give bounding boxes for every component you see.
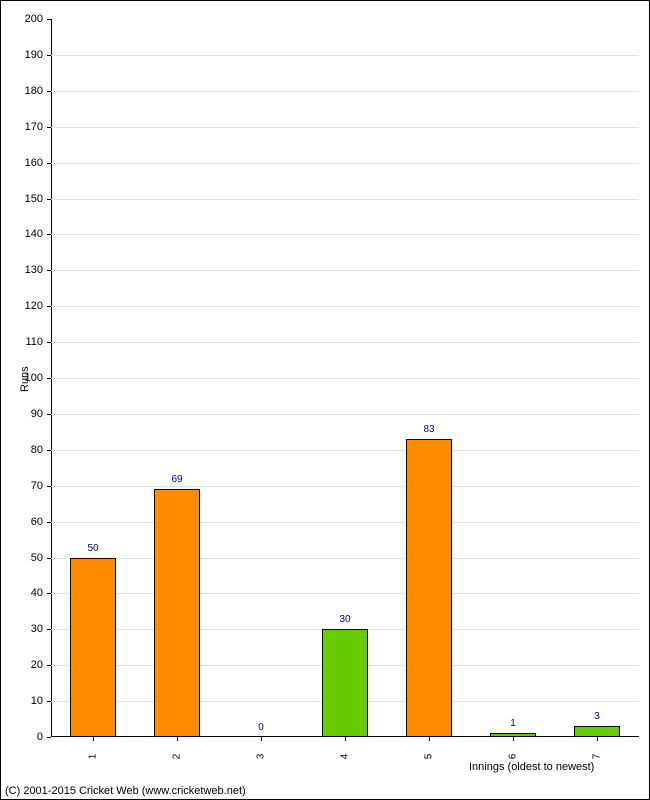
- xtick-mark: [429, 737, 430, 741]
- xtick-label: 6: [508, 754, 519, 760]
- chart-frame: 0102030405060708090100110120130140150160…: [0, 0, 650, 800]
- copyright-text: (C) 2001-2015 Cricket Web (www.cricketwe…: [5, 785, 246, 797]
- ytick-mark: [47, 19, 51, 20]
- bar-value-label: 0: [258, 722, 264, 733]
- ytick-mark: [47, 486, 51, 487]
- ytick-label: 0: [37, 731, 43, 743]
- ytick-label: 150: [25, 193, 43, 205]
- xtick-label: 1: [88, 754, 99, 760]
- gridline: [51, 55, 639, 56]
- ytick-mark: [47, 665, 51, 666]
- gridline: [51, 486, 639, 487]
- ytick-label: 70: [31, 480, 43, 492]
- gridline: [51, 342, 639, 343]
- gridline: [51, 522, 639, 523]
- ytick-mark: [47, 450, 51, 451]
- ytick-mark: [47, 342, 51, 343]
- ytick-mark: [47, 55, 51, 56]
- xtick-mark: [261, 737, 262, 741]
- gridline: [51, 127, 639, 128]
- bar-value-label: 1: [510, 718, 516, 729]
- bar: [154, 489, 200, 737]
- bar: [70, 558, 116, 738]
- ytick-label: 20: [31, 659, 43, 671]
- bar-value-label: 50: [87, 543, 98, 554]
- ytick-label: 10: [31, 695, 43, 707]
- plot-area: 0102030405060708090100110120130140150160…: [51, 19, 639, 737]
- ytick-label: 180: [25, 85, 43, 97]
- ytick-mark: [47, 163, 51, 164]
- xtick-mark: [513, 737, 514, 741]
- xtick-label: 5: [424, 754, 435, 760]
- ytick-label: 60: [31, 516, 43, 528]
- bar-value-label: 3: [594, 711, 600, 722]
- gridline: [51, 91, 639, 92]
- ytick-label: 130: [25, 264, 43, 276]
- ytick-mark: [47, 91, 51, 92]
- ytick-mark: [47, 629, 51, 630]
- xtick-label: 3: [256, 754, 267, 760]
- ytick-label: 140: [25, 228, 43, 240]
- gridline: [51, 378, 639, 379]
- ytick-mark: [47, 737, 51, 738]
- ytick-mark: [47, 199, 51, 200]
- y-axis-label: Runs: [19, 366, 31, 392]
- xtick-label: 7: [592, 754, 603, 760]
- ytick-label: 190: [25, 49, 43, 61]
- ytick-mark: [47, 593, 51, 594]
- gridline: [51, 270, 639, 271]
- bar-value-label: 30: [339, 614, 350, 625]
- ytick-label: 80: [31, 444, 43, 456]
- ytick-label: 90: [31, 408, 43, 420]
- xtick-mark: [177, 737, 178, 741]
- ytick-mark: [47, 378, 51, 379]
- gridline: [51, 558, 639, 559]
- bar: [574, 726, 620, 737]
- gridline: [51, 450, 639, 451]
- x-axis-label: Innings (oldest to newest): [469, 761, 594, 773]
- ytick-label: 40: [31, 587, 43, 599]
- ytick-label: 160: [25, 157, 43, 169]
- xtick-mark: [345, 737, 346, 741]
- gridline: [51, 234, 639, 235]
- ytick-mark: [47, 522, 51, 523]
- ytick-label: 200: [25, 13, 43, 25]
- bar: [406, 439, 452, 737]
- ytick-label: 120: [25, 300, 43, 312]
- gridline: [51, 199, 639, 200]
- xtick-mark: [597, 737, 598, 741]
- ytick-mark: [47, 414, 51, 415]
- xtick-mark: [93, 737, 94, 741]
- ytick-mark: [47, 701, 51, 702]
- ytick-label: 50: [31, 552, 43, 564]
- gridline: [51, 593, 639, 594]
- bar-value-label: 69: [171, 474, 182, 485]
- bar: [322, 629, 368, 737]
- bar: [490, 733, 536, 737]
- ytick-mark: [47, 234, 51, 235]
- ytick-mark: [47, 127, 51, 128]
- gridline: [51, 306, 639, 307]
- gridline: [51, 163, 639, 164]
- bar-value-label: 83: [423, 424, 434, 435]
- xtick-label: 2: [172, 754, 183, 760]
- ytick-label: 30: [31, 623, 43, 635]
- ytick-label: 170: [25, 121, 43, 133]
- ytick-mark: [47, 270, 51, 271]
- xtick-label: 4: [340, 754, 351, 760]
- gridline: [51, 414, 639, 415]
- ytick-mark: [47, 558, 51, 559]
- ytick-mark: [47, 306, 51, 307]
- ytick-label: 110: [25, 336, 43, 348]
